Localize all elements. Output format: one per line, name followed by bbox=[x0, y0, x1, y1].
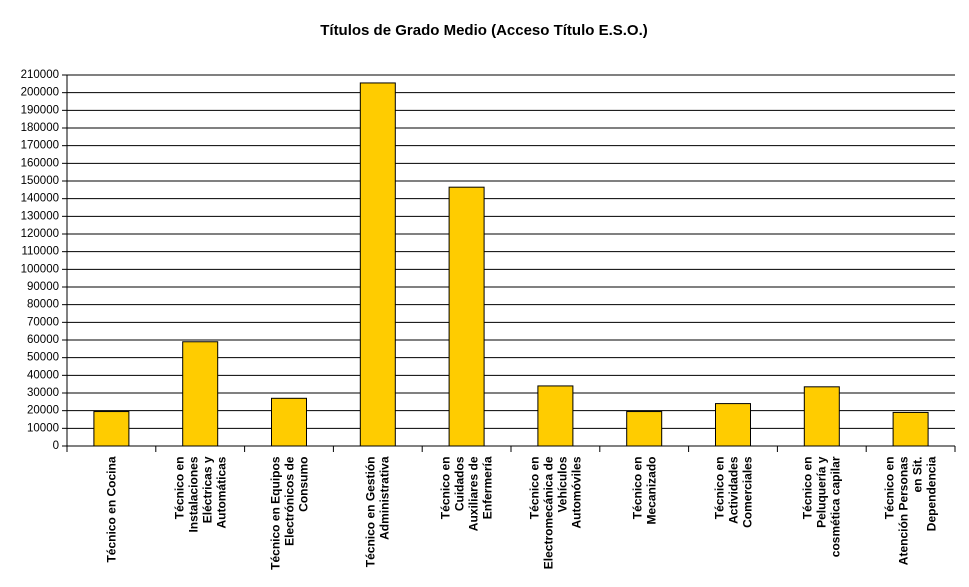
y-tick-label: 180000 bbox=[21, 122, 59, 134]
y-tick-label: 100000 bbox=[21, 263, 59, 275]
y-tick-label: 160000 bbox=[21, 157, 59, 169]
y-tick-label: 200000 bbox=[21, 87, 59, 99]
y-tick-label: 20000 bbox=[27, 405, 59, 417]
x-tick-label: Técnico en Cuidados Auxiliares de Enferm… bbox=[438, 456, 495, 531]
x-tick-label-box: Técnico en Peluquería y cosmética capila… bbox=[780, 456, 864, 581]
bar bbox=[537, 385, 574, 447]
y-tick-label: 170000 bbox=[21, 140, 59, 152]
x-tick-label: Técnico en Instalaciones Eléctricas y Au… bbox=[172, 456, 229, 533]
x-tick-label-box: Técnico en Cuidados Auxiliares de Enferm… bbox=[425, 456, 509, 581]
y-tick-label: 80000 bbox=[27, 299, 59, 311]
y-tick-label: 10000 bbox=[27, 422, 59, 434]
x-tick-label-box: Técnico en Actividades Comerciales bbox=[691, 456, 775, 581]
bar bbox=[359, 82, 396, 447]
bar bbox=[182, 341, 219, 447]
x-tick-label-box: Técnico en Mecanizado bbox=[602, 456, 686, 581]
x-tick-label: Técnico en Electromecánica de Vehículos … bbox=[527, 456, 584, 569]
y-tick-label: 120000 bbox=[21, 228, 59, 240]
x-tick-label: Técnico en Actividades Comerciales bbox=[712, 456, 754, 528]
x-tick-label-box: Técnico en Instalaciones Eléctricas y Au… bbox=[158, 456, 242, 581]
y-tick-label: 60000 bbox=[27, 334, 59, 346]
x-tick-label-box: Técnico en Equipos Electrónicos de Consu… bbox=[247, 456, 331, 581]
x-tick-label: Técnico en Peluquería y cosmética capila… bbox=[800, 456, 843, 557]
y-tick-label: 30000 bbox=[27, 387, 59, 399]
bar bbox=[892, 411, 929, 447]
y-tick-label: 40000 bbox=[27, 369, 59, 381]
x-tick-label: Técnico en Cocina bbox=[104, 456, 119, 563]
bar bbox=[93, 411, 130, 447]
y-tick-label: 190000 bbox=[21, 104, 59, 116]
bar bbox=[715, 403, 751, 447]
x-tick-label: Técnico en Gestión Administrativa bbox=[363, 456, 392, 567]
x-tick-label-box: Técnico en Cocina bbox=[69, 456, 153, 581]
x-tick-label: Técnico en Equipos Electrónicos de Consu… bbox=[268, 456, 310, 570]
x-tick-label-box: Técnico en Gestión Administrativa bbox=[336, 456, 420, 581]
y-tick-label: 70000 bbox=[27, 316, 59, 328]
x-tick-label: Técnico en Mecanizado bbox=[630, 456, 659, 525]
y-tick-label: 90000 bbox=[27, 281, 59, 293]
x-tick-label-box: Técnico en Electromecánica de Vehículos … bbox=[513, 456, 597, 581]
y-tick-label: 130000 bbox=[21, 210, 59, 222]
y-tick-label: 140000 bbox=[21, 193, 59, 205]
chart-title: Títulos de Grado Medio (Acceso Título E.… bbox=[320, 22, 648, 39]
bar bbox=[803, 386, 840, 447]
y-tick-label: 50000 bbox=[27, 352, 59, 364]
bar bbox=[448, 186, 485, 447]
bar bbox=[271, 397, 307, 447]
x-tick-label: Técnico en Atención Personas en Sit. Dep… bbox=[882, 456, 939, 565]
y-tick-label: 210000 bbox=[21, 69, 59, 81]
x-tick-label-box: Técnico en Atención Personas en Sit. Dep… bbox=[869, 456, 953, 581]
y-tick-label: 0 bbox=[53, 440, 59, 452]
bar bbox=[626, 411, 663, 447]
y-tick-label: 150000 bbox=[21, 175, 59, 187]
y-tick-label: 110000 bbox=[21, 246, 59, 258]
